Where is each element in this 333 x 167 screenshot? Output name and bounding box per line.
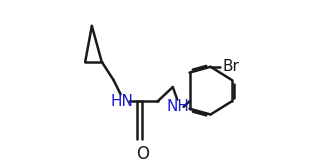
Text: HN: HN (111, 94, 134, 109)
Text: NH: NH (167, 99, 189, 114)
Text: O: O (136, 145, 149, 163)
Text: Br: Br (222, 59, 239, 74)
